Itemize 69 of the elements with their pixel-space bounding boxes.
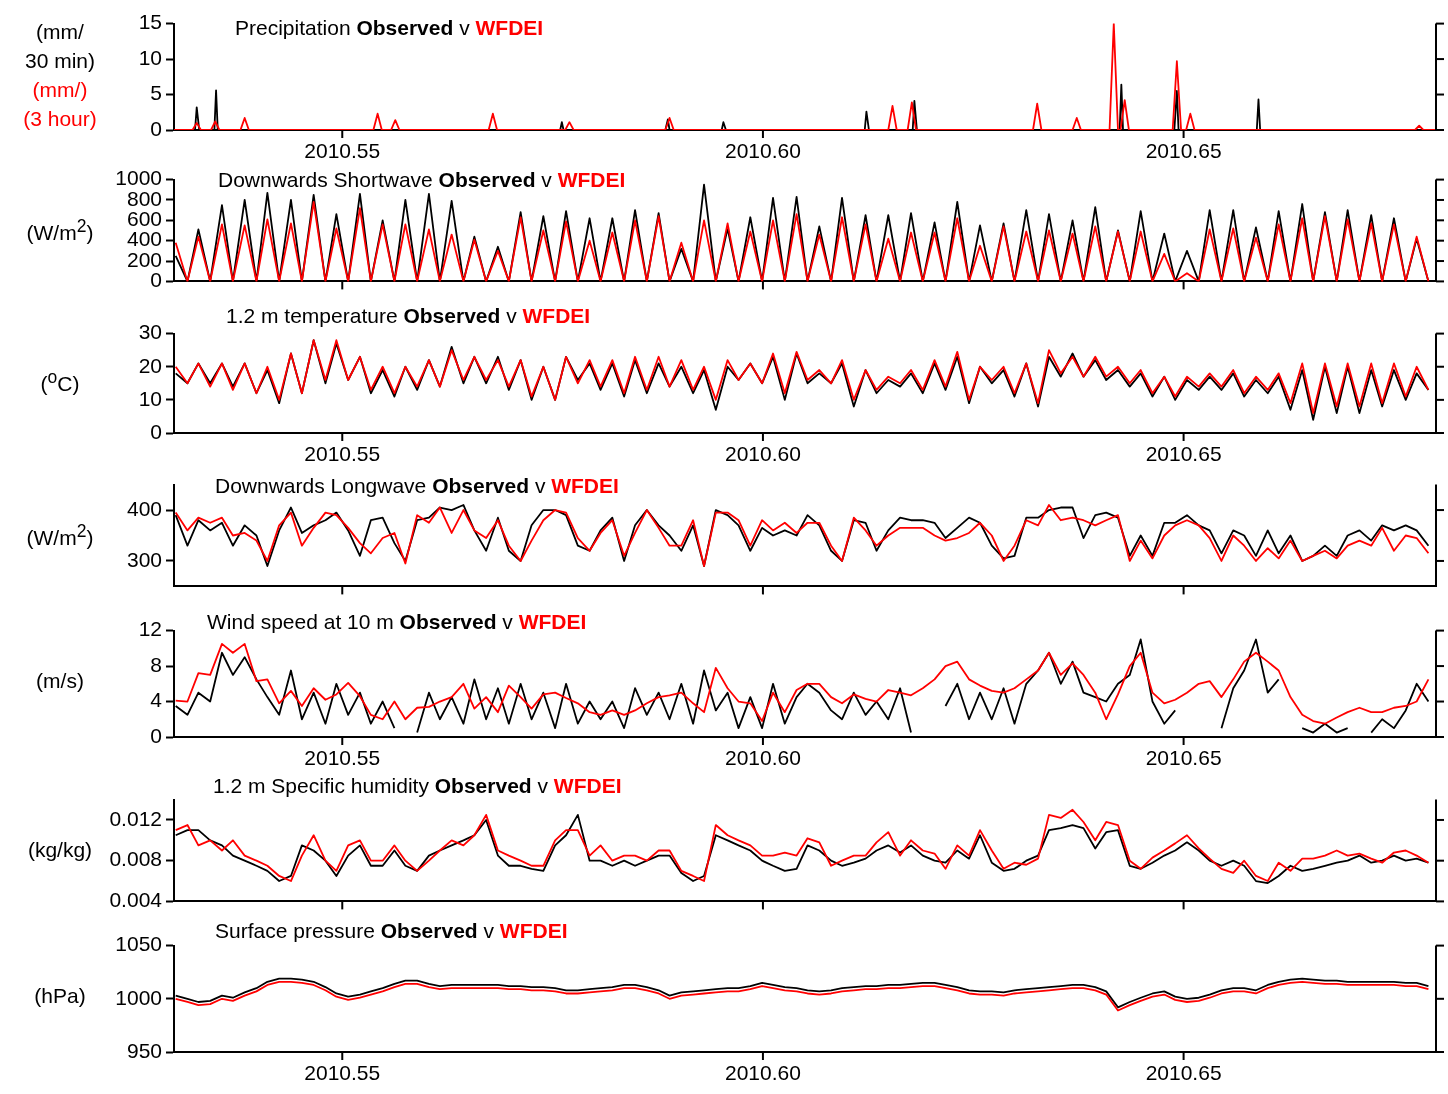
series-label: Observed — [432, 474, 530, 497]
y-tick-label: 0.008 — [109, 847, 162, 871]
chart-subtitle: v — [483, 919, 494, 942]
chart-title: Surface pressure — [215, 919, 375, 942]
y-axis-title: (kg/kg) — [27, 837, 93, 863]
y-axis-title: (mm/ 30 min) — [24, 19, 96, 74]
text: Observed — [380, 919, 478, 942]
series-label: Observed — [403, 304, 501, 327]
y-tick-label: 4 — [150, 688, 163, 712]
text: (mm/) (3 hour) — [23, 77, 97, 132]
x-tick-label: 2010.65 — [1145, 746, 1222, 770]
chart-title: 1.2 m Specific humidity — [213, 774, 429, 797]
y-tick-label: 1000 — [115, 985, 162, 1009]
x-tick-label: 2010.65 — [1145, 442, 1222, 466]
chart-title: Precipitation — [235, 16, 351, 39]
y-tick-label: 8 — [150, 652, 162, 676]
y-axis-title: (hPa) — [34, 983, 86, 1009]
y-axis-title: ($^{o}$C) — [40, 365, 80, 397]
text: Observed — [399, 610, 497, 633]
series-label: WFDEI — [551, 474, 619, 497]
text: WFDEI — [475, 16, 544, 39]
x-tick-label: 2010.65 — [1145, 1061, 1222, 1085]
chart-subtitle: v — [537, 774, 548, 797]
chart-subtitle: v — [534, 474, 546, 497]
series-label: WFDEI — [522, 304, 591, 327]
chart-subtitle: v — [459, 16, 470, 39]
chart-title: Wind speed at 10 m — [207, 610, 394, 633]
x-tick-label: 2010.55 — [304, 746, 381, 770]
series-label: Observed — [434, 774, 532, 797]
y-axis-title: (m/s) — [36, 668, 84, 694]
series-label: WFDEI — [557, 168, 626, 191]
y-tick-label: 5 — [150, 81, 162, 105]
y-tick-label: 20 — [138, 353, 162, 377]
y-tick-label: 10 — [138, 45, 162, 69]
chart-subtitle: v — [506, 304, 517, 327]
x-tick-label: 2010.60 — [724, 442, 801, 466]
y-tick-label: 30 — [138, 320, 162, 344]
x-tick-label: 2010.55 — [304, 1061, 381, 1085]
y-axis-title: (W/m$^{2}$) — [26, 215, 94, 246]
x-tick-label: 2010.55 — [304, 442, 381, 466]
y-tick-label: 12 — [138, 617, 162, 641]
y-tick-label: 0.004 — [109, 888, 163, 912]
y-tick-label: 950 — [126, 1038, 162, 1062]
y-tick-label: 0 — [150, 419, 162, 443]
y-tick-label: 300 — [126, 547, 162, 571]
series-label: WFDEI — [553, 774, 622, 797]
y-tick-label: 0 — [150, 268, 162, 292]
y-axis-title: (W/m$^{2}$) — [26, 520, 94, 551]
series-label: Observed — [438, 168, 536, 191]
chart-subtitle: v — [502, 610, 513, 633]
chart-subtitle: v — [541, 168, 552, 191]
y-tick-label: 1050 — [115, 932, 162, 956]
y-tick-label: 400 — [126, 496, 162, 520]
x-tick-label: 2010.60 — [724, 139, 801, 163]
x-tick-label: 2010.60 — [724, 1061, 801, 1085]
y-tick-label: 15 — [138, 10, 162, 34]
chart-title: Downwards Longwave — [215, 474, 427, 497]
chart-title: 1.2 m temperature — [226, 304, 398, 327]
chart-title: Downwards Shortwave — [218, 168, 433, 191]
x-tick-label: 2010.55 — [304, 139, 381, 163]
x-tick-label: 2010.60 — [724, 746, 801, 770]
text: Observed — [356, 16, 454, 39]
y-tick-label: 0.012 — [109, 806, 162, 830]
y-tick-label: 10 — [138, 386, 162, 410]
x-tick-label: 2010.65 — [1145, 139, 1222, 163]
y-tick-label: 0 — [150, 723, 162, 747]
text: WFDEI — [518, 610, 587, 633]
y-tick-label: 0 — [150, 116, 162, 140]
text: WFDEI — [499, 919, 568, 942]
